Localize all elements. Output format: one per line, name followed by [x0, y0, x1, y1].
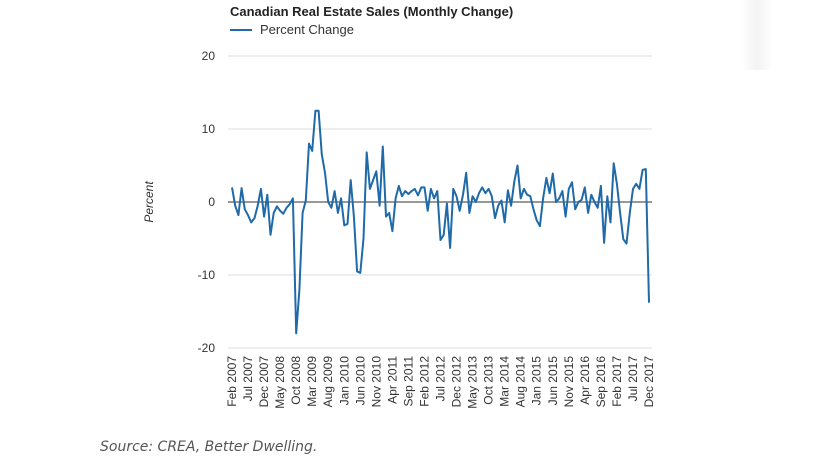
- y-tick-label: 0: [208, 195, 215, 209]
- source-note: Source: CREA, Better Dwelling.: [100, 439, 318, 455]
- x-tick-label: Feb 2017: [610, 356, 624, 407]
- x-tick-label: May 2013: [466, 356, 480, 409]
- x-tick-label: Aug 2014: [514, 356, 528, 408]
- x-tick-label: Mar 2009: [305, 356, 319, 407]
- series-line-percent-change: [231, 109, 650, 335]
- x-tick-label: Feb 2012: [418, 356, 432, 407]
- x-tick-label: Jul 2012: [434, 356, 448, 402]
- decorative-fade: [742, 0, 772, 70]
- x-tick-label: Jun 2015: [546, 356, 560, 406]
- x-tick-label: Nov 2015: [562, 356, 576, 408]
- x-tick-label: Jul 2017: [626, 356, 640, 402]
- x-tick-label: Dec 2007: [257, 356, 271, 408]
- chart-title: Canadian Real Estate Sales (Monthly Chan…: [230, 4, 514, 19]
- x-tick-label: Apr 2011: [385, 356, 399, 404]
- x-tick-label: Nov 2010: [369, 356, 383, 408]
- x-tick-label: Apr 2016: [578, 356, 592, 405]
- x-tick-label: Mar 2014: [498, 356, 512, 407]
- x-tick-label: Sep 2011: [401, 356, 415, 407]
- x-tick-label: Oct 2013: [482, 356, 496, 405]
- y-axis-title: Percent: [142, 181, 156, 223]
- x-tick-label: Dec 2012: [450, 356, 464, 408]
- x-tick-label: Dec 2017: [642, 356, 656, 408]
- y-tick-label: 10: [202, 122, 216, 136]
- x-tick-label: Sep 2016: [594, 356, 608, 408]
- series-lines: [231, 109, 650, 335]
- x-tick-label: Jan 2010: [337, 356, 351, 406]
- x-tick-label: Jul 2007: [241, 356, 255, 402]
- x-tick-label: Jun 2010: [353, 356, 367, 406]
- x-tick-labels: Feb 2007 Jul 2007 Dec 2007 May 2008 Oct 2008…: [225, 356, 656, 409]
- legend: Percent Change: [230, 22, 354, 37]
- legend-swatch-line: [230, 28, 252, 31]
- x-tick-label: May 2008: [273, 356, 287, 409]
- y-tick-label: -10: [198, 268, 216, 282]
- x-tick-label: Aug 2009: [321, 356, 335, 408]
- y-tick-labels: 20 10 0 -10 -20: [198, 49, 216, 355]
- x-tick-label: Feb 2007: [225, 356, 239, 407]
- y-tick-label: 20: [202, 49, 216, 63]
- x-tick-label: Jan 2015: [530, 356, 544, 406]
- gridlines: [228, 55, 652, 349]
- legend-label: Percent Change: [260, 22, 354, 37]
- x-tick-label: Oct 2008: [289, 356, 303, 405]
- y-tick-label: -20: [198, 341, 216, 355]
